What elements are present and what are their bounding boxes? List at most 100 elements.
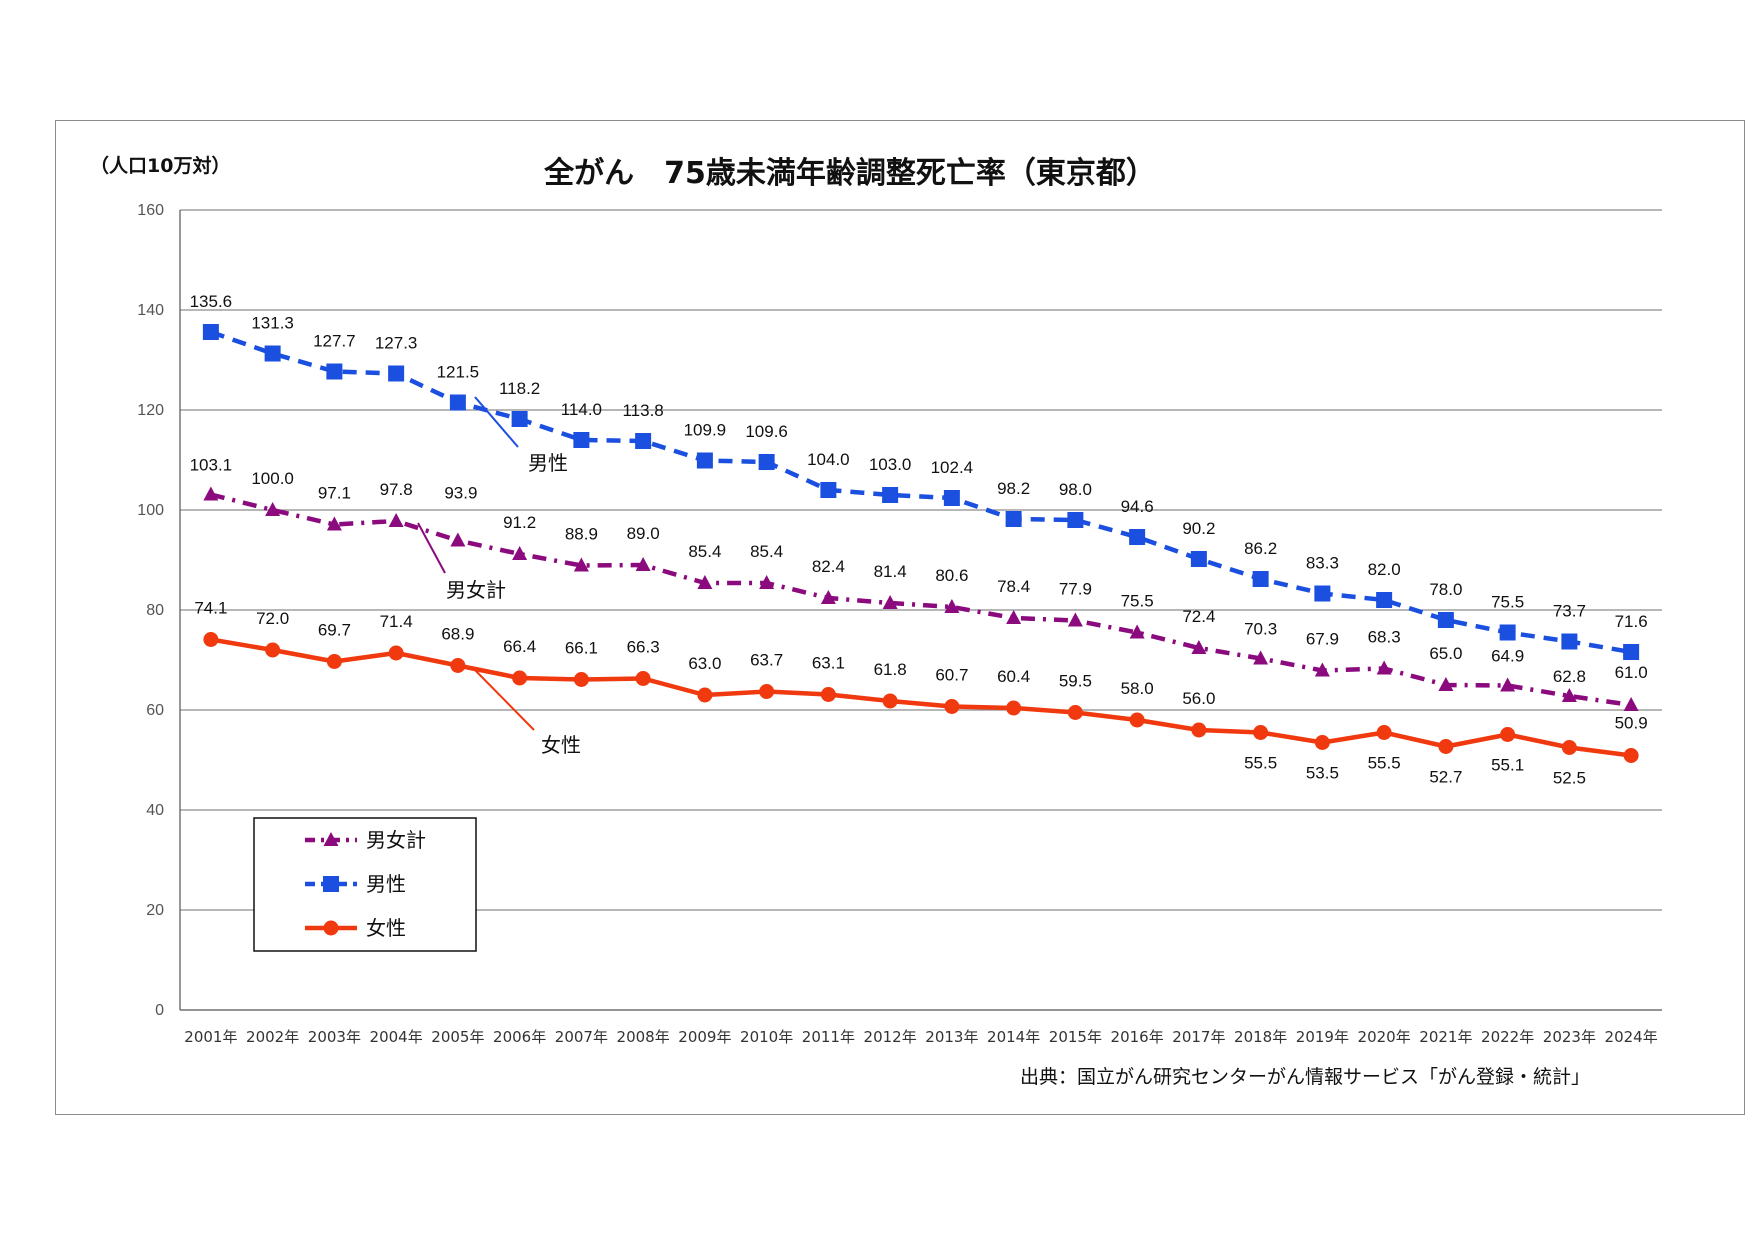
- data-point: [1129, 712, 1145, 728]
- x-tick-label: 2009年: [678, 1028, 731, 1046]
- x-tick-label: 2007年: [555, 1028, 608, 1046]
- x-tick-label: 2018年: [1234, 1028, 1287, 1046]
- data-point: [820, 687, 836, 702]
- data-label: 103.0: [869, 455, 912, 474]
- legend-label: 男女計: [366, 828, 426, 852]
- data-label: 78.4: [997, 577, 1030, 596]
- data-label: 114.0: [561, 400, 602, 419]
- data-point: [697, 687, 713, 703]
- data-label: 59.5: [1059, 672, 1092, 691]
- legend-marker: [323, 920, 339, 936]
- data-label: 127.3: [375, 334, 418, 353]
- data-point: [573, 432, 590, 448]
- data-point: [1438, 739, 1454, 754]
- data-point: [759, 684, 775, 699]
- chart-title: 全がん 75歳未満年齢調整死亡率（東京都）: [543, 156, 1156, 191]
- data-point: [264, 345, 281, 362]
- data-point: [1437, 612, 1454, 628]
- data-point: [1252, 571, 1269, 587]
- data-point: [882, 487, 899, 503]
- data-point: [1067, 512, 1084, 528]
- data-label: 97.1: [318, 484, 351, 503]
- data-point: [1623, 697, 1639, 711]
- data-label: 60.7: [935, 666, 968, 685]
- data-point: [1006, 700, 1022, 716]
- data-point: [326, 516, 342, 531]
- source-note: 出典：国立がん研究センターがん情報サービス「がん登録・統計」: [1020, 1066, 1590, 1088]
- data-point: [512, 670, 528, 686]
- data-label: 103.1: [190, 456, 233, 475]
- series-line: [210, 492, 1632, 708]
- data-point: [758, 454, 775, 470]
- data-label: 75.5: [1491, 593, 1524, 612]
- data-label: 94.6: [1121, 497, 1154, 516]
- data-point: [1561, 688, 1577, 702]
- y-tick-label: 60: [146, 702, 164, 719]
- legend-item: 男女計: [305, 828, 426, 852]
- y-tick-label: 160: [137, 202, 164, 219]
- data-point: [1191, 640, 1207, 654]
- data-point: [450, 532, 466, 547]
- data-label: 73.7: [1553, 602, 1586, 621]
- data-point: [1500, 727, 1516, 742]
- data-label: 71.6: [1615, 612, 1648, 631]
- data-point: [1314, 585, 1331, 602]
- data-label: 82.4: [812, 557, 845, 576]
- data-label: 98.0: [1059, 480, 1092, 499]
- legend-label: 男性: [366, 872, 406, 896]
- data-point: [1191, 722, 1207, 738]
- data-label: 61.8: [874, 660, 907, 679]
- y-axis-unit-label: （人口10万対）: [90, 154, 230, 177]
- data-label: 121.5: [437, 363, 480, 382]
- data-point: [820, 482, 837, 498]
- data-point: [573, 672, 589, 687]
- data-labels: 103.1 100.0 97.1 97.8 93.9 91.2 88.9 89.0 85.4 85…: [190, 292, 1648, 788]
- legend-marker: [323, 832, 339, 846]
- data-label: 69.7: [318, 621, 351, 640]
- data-point: [511, 411, 528, 427]
- data-label: 68.9: [441, 625, 474, 644]
- data-label: 64.9: [1491, 647, 1524, 666]
- data-point: [759, 575, 775, 589]
- data-point: [1314, 735, 1330, 750]
- data-point: [1253, 725, 1269, 740]
- x-tick-label: 2006年: [493, 1028, 546, 1046]
- data-label: 135.6: [190, 292, 233, 311]
- y-tick-label: 20: [146, 902, 164, 919]
- data-label: 75.5: [1121, 592, 1154, 611]
- annotation-label: 男女計: [446, 578, 506, 602]
- data-point: [1623, 748, 1639, 763]
- data-point: [388, 645, 404, 661]
- x-tick-label: 2014年: [987, 1028, 1040, 1046]
- data-label: 78.0: [1429, 580, 1462, 599]
- data-point: [202, 324, 219, 340]
- data-label: 88.9: [565, 525, 598, 544]
- data-point: [1500, 677, 1516, 692]
- data-point: [882, 693, 898, 709]
- data-label: 71.4: [380, 612, 413, 631]
- data-point: [1376, 725, 1392, 740]
- data-label: 72.4: [1182, 607, 1215, 626]
- data-label: 131.3: [251, 314, 294, 333]
- x-tick-label: 2024年: [1605, 1028, 1658, 1046]
- data-label: 63.0: [688, 654, 721, 673]
- data-label: 72.0: [256, 609, 289, 628]
- data-label: 104.0: [807, 450, 850, 469]
- data-point: [1623, 644, 1640, 660]
- data-point: [449, 394, 466, 411]
- data-label: 70.3: [1244, 620, 1277, 639]
- x-tick-label: 2021年: [1419, 1028, 1472, 1046]
- data-point: [635, 557, 651, 571]
- data-label: 74.1: [194, 599, 227, 618]
- data-label: 100.0: [251, 469, 294, 488]
- data-point: [1561, 740, 1577, 755]
- x-tick-label: 2001年: [184, 1028, 237, 1046]
- data-label: 77.9: [1059, 580, 1092, 599]
- annotation-label: 女性: [541, 733, 581, 757]
- data-label: 56.0: [1182, 689, 1215, 708]
- data-point: [1376, 592, 1393, 608]
- data-label: 89.0: [627, 524, 660, 543]
